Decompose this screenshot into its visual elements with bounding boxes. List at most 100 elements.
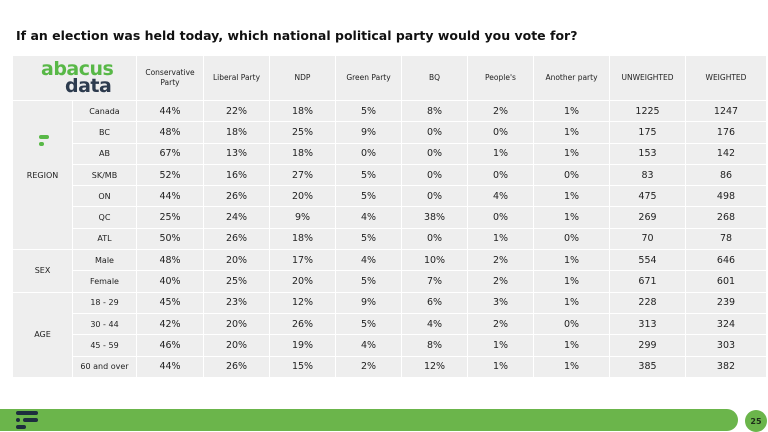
table-row: ATL 50% 26% 18% 5% 0% 1% 0% 70 78 [13,227,767,251]
table-cell: 70 [609,227,686,251]
table-cell: 269 [609,206,686,229]
footer-bar [0,409,738,431]
table-cell: 38% [401,206,468,229]
table-cell: 176 [685,121,767,144]
table-cell: 498 [685,185,767,208]
table-cell: 475 [609,185,686,208]
table-cell: 0% [533,227,610,251]
table-cell: 554 [609,249,686,272]
table-cell: 2% [467,270,534,293]
table-row: 45 - 59 46% 20% 19% 4% 8% 1% 1% 299 303 [13,334,767,357]
logo-icon [38,134,49,146]
table-cell: 175 [609,121,686,144]
table-cell: 13% [203,142,270,165]
table-cell: 4% [335,334,402,357]
row-label: ON [72,185,137,208]
table-cell: 4% [467,185,534,208]
table-cell: 18% [269,227,336,251]
table-row: REGION Canada 44% 22% 18% 5% 8% 2% 1% 1225 1247 [12,99,767,251]
row-label: Male [72,249,137,272]
table-cell: 26% [269,312,336,336]
table-cell: 9% [335,291,402,314]
table-cell: 153 [609,142,686,165]
table-row: 60 and over 44% 26% 15% 2% 12% 1% 1% 385 382 [13,355,767,378]
table-row: AGE 18 - 29 45% 23% 12% 9% 6% 3% 1% 228 239 [12,291,767,378]
table-cell: 0% [467,163,534,187]
table-cell: 23% [203,291,270,314]
results-table: abacus data Conservative Party Liberal Pa… [12,55,767,378]
table-cell: 20% [203,334,270,357]
table-cell: 1% [533,334,610,357]
table-cell: 52% [136,163,204,187]
table-cell: 6% [401,291,468,314]
table-cell: 303 [685,334,767,357]
table-cell: 24% [203,206,270,229]
table-cell: 646 [685,249,767,272]
column-header: Another party [533,55,610,101]
table-cell: 40% [136,270,204,293]
table-cell: 142 [685,142,767,165]
table-cell: 601 [685,270,767,293]
table-cell: 1% [533,99,610,123]
row-label: 60 and over [72,355,137,378]
column-header: Green Party [335,55,402,101]
table-cell: 12% [269,291,336,314]
table-cell: 1% [533,142,610,165]
table-cell: 20% [269,185,336,208]
table-cell: 382 [685,355,767,378]
table-cell: 9% [335,121,402,144]
table-cell: 1% [467,142,534,165]
table-cell: 0% [401,227,468,251]
table-row: SEX Male 48% 20% 17% 4% 10% 2% 1% 554 646 [12,249,767,293]
logo-bottom: data [65,75,112,97]
table-cell: 228 [609,291,686,314]
column-header: BQ [401,55,468,101]
row-label: BC [72,121,137,144]
table-cell: 1247 [685,99,767,123]
group-label: SEX [12,249,73,293]
table-cell: 8% [401,334,468,357]
column-header: Liberal Party [203,55,270,101]
table-cell: 9% [269,206,336,229]
column-header: People's [467,55,534,101]
table-cell: 3% [467,291,534,314]
table-cell: 44% [136,355,204,378]
table-cell: 0% [401,185,468,208]
table-cell: 2% [467,312,534,336]
table-body: REGION Canada 44% 22% 18% 5% 8% 2% 1% 1225 1247 BC 4… [12,99,767,378]
table-cell: 67% [136,142,204,165]
table-cell: 20% [203,249,270,272]
slide-title: If an election was held today, which nat… [16,28,578,43]
row-label: Female [72,270,137,293]
table-cell: 44% [136,99,204,123]
table-cell: 5% [335,312,402,336]
table-cell: 4% [335,249,402,272]
row-label: 18 - 29 [72,291,137,314]
table-cell: 1% [467,334,534,357]
table-cell: 18% [203,121,270,144]
group-label: REGION [12,99,73,251]
table-cell: 16% [203,163,270,187]
table-cell: 19% [269,334,336,357]
row-label: Canada [72,99,137,123]
logo-top: abacus [41,58,114,80]
table-cell: 239 [685,291,767,314]
table-cell: 5% [335,163,402,187]
table-cell: 2% [335,355,402,378]
column-header: WEIGHTED [685,55,767,101]
table-cell: 26% [203,185,270,208]
table-cell: 25% [269,121,336,144]
table-cell: 5% [335,99,402,123]
table-cell: 1% [533,121,610,144]
table-cell: 299 [609,334,686,357]
table-cell: 10% [401,249,468,272]
table-cell: 0% [467,206,534,229]
column-header: UNWEIGHTED [609,55,686,101]
table-cell: 0% [401,142,468,165]
table-cell: 313 [609,312,686,336]
table-cell: 78 [685,227,767,251]
table-cell: 1% [533,291,610,314]
table-cell: 48% [136,249,204,272]
